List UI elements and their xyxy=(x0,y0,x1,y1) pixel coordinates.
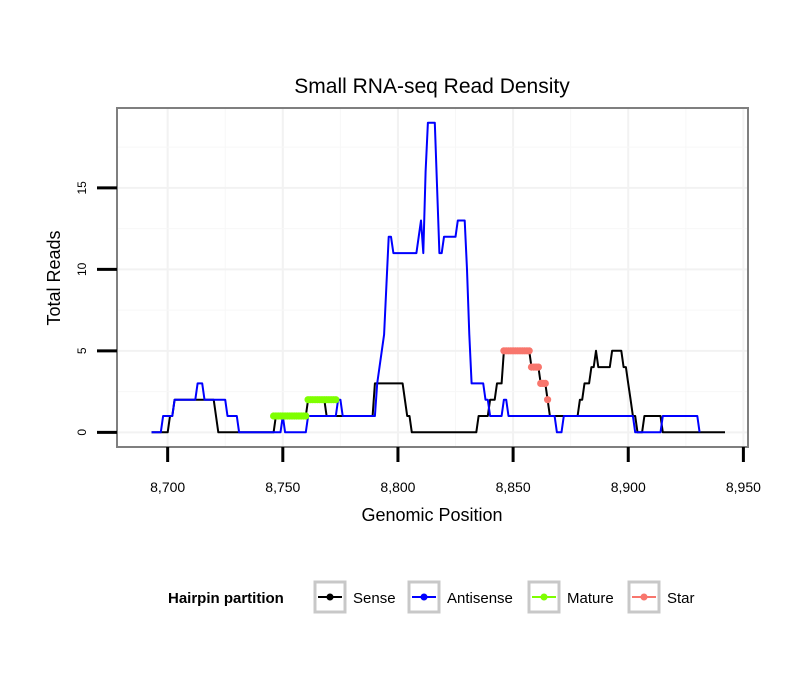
point-star xyxy=(544,396,552,404)
legend-label-star: Star xyxy=(667,590,695,607)
legend-item-mature: Mature xyxy=(527,580,614,614)
legend-item-sense: Sense xyxy=(313,580,396,614)
legend-label-antisense: Antisense xyxy=(447,590,513,607)
x-tick-label: 8,850 xyxy=(496,479,531,495)
legend-label-mature: Mature xyxy=(567,590,614,607)
point-mature xyxy=(302,412,310,420)
x-tick-label: 8,700 xyxy=(150,479,185,495)
plot-panel xyxy=(117,108,748,447)
y-tick-label: 5 xyxy=(75,347,89,354)
legend-dot-star xyxy=(640,593,648,601)
legend-item-star: Star xyxy=(627,580,695,614)
x-axis-label: Genomic Position xyxy=(361,505,502,525)
x-tick-label: 8,750 xyxy=(265,479,300,495)
chart-title: Small RNA-seq Read Density xyxy=(294,75,570,98)
series-layer xyxy=(151,121,725,434)
plot-border xyxy=(116,107,749,448)
x-tick-label: 8,900 xyxy=(611,479,646,495)
x-tick-label: 8,950 xyxy=(726,479,761,495)
y-tick-label: 10 xyxy=(75,262,89,276)
legend-item-antisense: Antisense xyxy=(407,580,513,614)
y-tick-label: 15 xyxy=(75,181,89,195)
legend-label-sense: Sense xyxy=(353,590,396,607)
legend-dot-antisense xyxy=(420,593,428,601)
legend: Hairpin partition Sense Antisense Mature… xyxy=(168,580,695,614)
axes: 8,700 8,750 8,800 8,850 8,900 8,950 0 5 10 15 xyxy=(75,181,761,495)
legend-dot-sense xyxy=(326,593,334,601)
point-star xyxy=(525,347,533,355)
point-star xyxy=(534,363,543,371)
legend-dot-mature xyxy=(540,593,548,601)
y-axis-label: Total Reads xyxy=(44,230,64,325)
point-star xyxy=(541,379,549,387)
series-line-antisense xyxy=(151,121,701,434)
point-mature xyxy=(332,396,340,404)
legend-title: Hairpin partition xyxy=(168,590,284,607)
x-tick-label: 8,800 xyxy=(380,479,415,495)
y-tick-label: 0 xyxy=(75,429,89,436)
